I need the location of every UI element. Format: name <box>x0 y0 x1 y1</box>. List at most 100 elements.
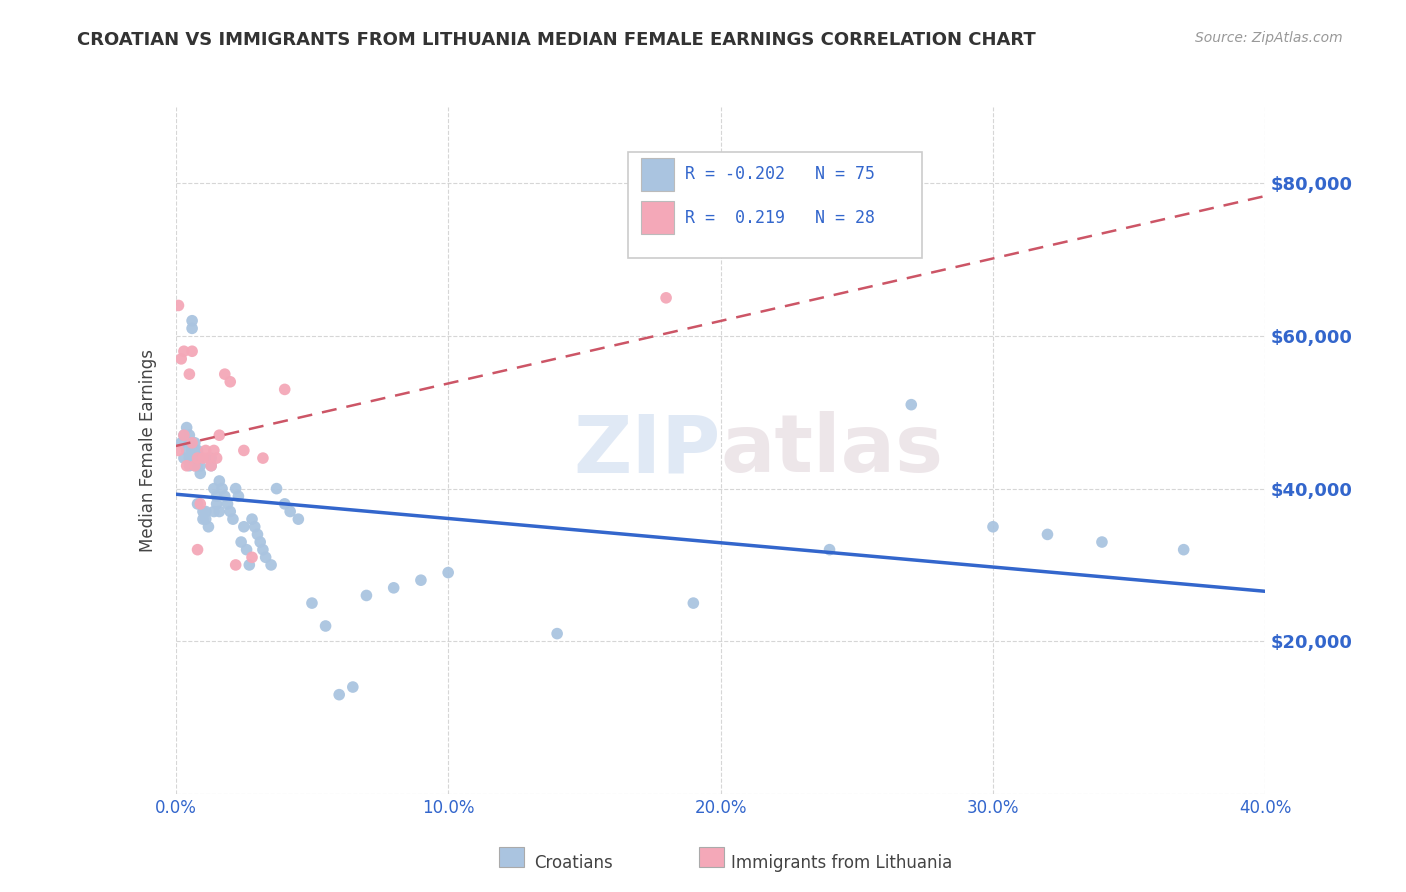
Point <box>208 428 231 442</box>
Point <box>188 467 211 481</box>
Point <box>437 566 460 580</box>
Point <box>232 443 254 458</box>
Point <box>181 443 204 458</box>
Point <box>208 504 231 518</box>
Point <box>197 520 219 534</box>
Point <box>246 527 269 541</box>
Point <box>188 497 211 511</box>
Point <box>167 443 190 458</box>
Point <box>315 619 337 633</box>
Point <box>176 443 198 458</box>
Bar <box>641 158 673 191</box>
Point <box>382 581 405 595</box>
Point <box>186 542 209 557</box>
Point <box>260 558 283 572</box>
Point <box>176 420 198 434</box>
Point <box>176 458 198 473</box>
Text: ZIP: ZIP <box>574 411 721 490</box>
Point <box>682 596 704 610</box>
Point <box>194 504 217 518</box>
Point <box>186 458 209 473</box>
Point <box>181 344 204 359</box>
Point <box>232 520 254 534</box>
Point <box>254 550 277 565</box>
Point <box>181 314 204 328</box>
Point <box>208 474 231 488</box>
Point <box>194 512 217 526</box>
Point <box>202 504 225 518</box>
Point <box>184 458 207 473</box>
Point <box>184 451 207 466</box>
Point <box>197 451 219 466</box>
Bar <box>641 201 673 234</box>
Point <box>328 688 350 702</box>
Point <box>173 428 195 442</box>
Point <box>249 535 271 549</box>
Point <box>202 443 225 458</box>
Point <box>200 451 222 466</box>
Point <box>184 458 207 473</box>
Point <box>214 489 236 503</box>
Point <box>219 375 242 389</box>
Point <box>219 504 242 518</box>
Bar <box>499 847 524 867</box>
Text: atlas: atlas <box>721 411 943 490</box>
Point <box>1036 527 1059 541</box>
Text: Source: ZipAtlas.com: Source: ZipAtlas.com <box>1195 31 1343 45</box>
Point <box>179 458 201 473</box>
Point <box>211 482 233 496</box>
Point <box>252 542 274 557</box>
Point <box>231 535 253 549</box>
Point <box>200 458 222 473</box>
Point <box>1091 535 1114 549</box>
Point <box>170 351 193 366</box>
Text: R = -0.202   N = 75: R = -0.202 N = 75 <box>685 165 875 183</box>
Point <box>181 321 204 335</box>
Point <box>287 512 309 526</box>
Point <box>200 458 222 473</box>
Point <box>274 383 297 397</box>
Point <box>266 482 288 496</box>
Point <box>179 367 201 381</box>
Bar <box>699 847 724 867</box>
Point <box>188 458 211 473</box>
Point <box>235 542 257 557</box>
Text: Immigrants from Lithuania: Immigrants from Lithuania <box>731 855 952 872</box>
Point <box>301 596 323 610</box>
Point <box>655 291 678 305</box>
Point <box>217 497 239 511</box>
Point <box>202 482 225 496</box>
Point <box>205 497 228 511</box>
Point <box>238 558 260 572</box>
Point <box>173 451 195 466</box>
Point <box>179 451 201 466</box>
Point <box>240 512 263 526</box>
Point <box>409 573 432 587</box>
Point <box>188 451 211 466</box>
Point <box>546 626 568 640</box>
Point <box>342 680 364 694</box>
Point <box>173 344 195 359</box>
Point <box>205 451 228 466</box>
Point <box>240 550 263 565</box>
Point <box>274 497 297 511</box>
Point <box>179 428 201 442</box>
Point <box>252 451 274 466</box>
Point <box>243 520 266 534</box>
Text: Croatians: Croatians <box>534 855 613 872</box>
Point <box>900 398 922 412</box>
Point <box>191 451 214 466</box>
Point <box>179 435 201 450</box>
Point <box>981 520 1004 534</box>
Point <box>186 451 209 466</box>
Point <box>191 512 214 526</box>
Point <box>225 558 247 572</box>
Point <box>186 451 209 466</box>
Point <box>167 298 190 312</box>
Point <box>191 504 214 518</box>
Point <box>184 443 207 458</box>
Point <box>186 497 209 511</box>
Text: R =  0.219   N = 28: R = 0.219 N = 28 <box>685 209 875 227</box>
Point <box>225 482 247 496</box>
Point <box>214 367 236 381</box>
